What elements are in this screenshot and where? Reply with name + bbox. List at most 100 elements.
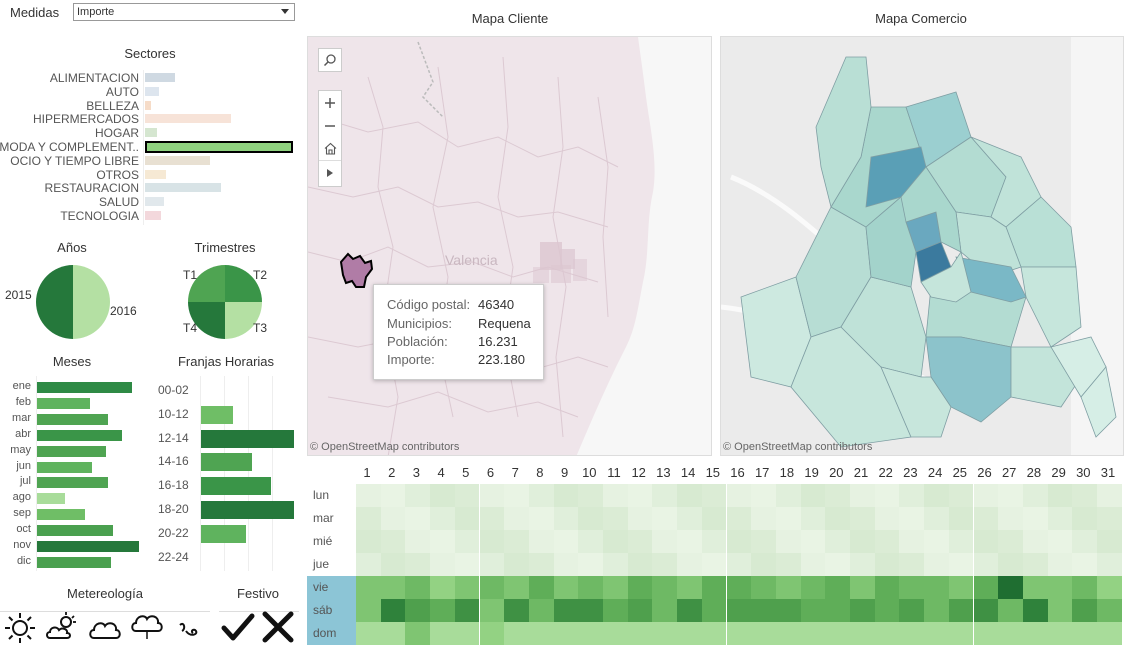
mes-label[interactable]: jun xyxy=(16,459,31,472)
franja-label[interactable]: 14-16 xyxy=(158,454,189,469)
heatmap-cell[interactable] xyxy=(504,622,529,645)
heatmap-day-header[interactable]: 13 xyxy=(656,465,671,480)
heatmap-cell[interactable] xyxy=(775,599,801,622)
franja-bar[interactable] xyxy=(201,429,294,448)
heatmap-cell[interactable] xyxy=(825,553,850,576)
heatmap-cell[interactable] xyxy=(479,576,505,599)
heatmap-cell[interactable] xyxy=(701,576,727,599)
home-button[interactable] xyxy=(319,137,341,160)
heatmap-cell[interactable] xyxy=(825,484,850,507)
heatmap-cell[interactable] xyxy=(850,530,875,553)
heatmap-day-header[interactable]: 29 xyxy=(1051,465,1066,480)
franja-label[interactable]: 22-24 xyxy=(158,549,189,564)
heatmap-cell[interactable] xyxy=(553,484,579,507)
heatmap-cell[interactable] xyxy=(800,622,826,645)
heatmap-cell[interactable] xyxy=(800,530,826,553)
heatmap-cell[interactable] xyxy=(528,599,554,622)
heatmap-day-header[interactable]: 15 xyxy=(705,465,721,480)
heatmap-cell[interactable] xyxy=(603,484,628,507)
heatmap-cell[interactable] xyxy=(800,484,826,507)
heatmap-cell[interactable] xyxy=(380,484,406,507)
cross-icon[interactable] xyxy=(261,611,295,643)
trimestres-pie[interactable] xyxy=(188,265,262,339)
mes-bar[interactable] xyxy=(37,493,65,505)
sector-bar[interactable] xyxy=(145,114,231,124)
heatmap-cell[interactable] xyxy=(652,530,678,553)
heatmap-day-header[interactable]: 12 xyxy=(631,465,646,480)
heatmap-cell[interactable] xyxy=(924,622,949,645)
heatmap-cell[interactable] xyxy=(948,599,974,622)
sector-label[interactable]: OCIO Y TIEMPO LIBRE xyxy=(10,153,139,168)
selected-municipality-requena[interactable] xyxy=(339,252,374,288)
heatmap-cell[interactable] xyxy=(479,622,505,645)
heatmap-cell[interactable] xyxy=(380,599,406,622)
sector-bar[interactable] xyxy=(145,73,175,82)
heatmap-cell[interactable] xyxy=(924,553,949,576)
mes-label[interactable]: feb xyxy=(15,395,31,408)
heatmap-cell[interactable] xyxy=(430,599,455,622)
heatmap-day-header[interactable]: 21 xyxy=(853,465,869,480)
heatmap-day-header[interactable]: 18 xyxy=(779,465,795,480)
anos-pie[interactable] xyxy=(36,265,110,339)
mes-label[interactable]: ago xyxy=(12,491,31,504)
franja-label[interactable]: 12-14 xyxy=(158,430,189,445)
heatmap-cell[interactable] xyxy=(1097,599,1122,622)
heatmap-cell[interactable] xyxy=(701,622,727,645)
heatmap-cell[interactable] xyxy=(430,530,455,553)
heatmap-cell[interactable] xyxy=(405,553,431,576)
sun-icon[interactable] xyxy=(3,611,37,643)
sector-label[interactable]: ALIMENTACION xyxy=(49,71,139,85)
heatmap-cell[interactable] xyxy=(726,622,752,645)
heatmap-cell[interactable] xyxy=(1072,530,1097,553)
heatmap-cell[interactable] xyxy=(1097,553,1122,576)
heatmap-cell[interactable] xyxy=(652,553,678,576)
heatmap-cell[interactable] xyxy=(454,553,480,576)
heatmap-cell[interactable] xyxy=(1022,576,1048,599)
heatmap-cell[interactable] xyxy=(775,507,801,530)
mes-bar[interactable] xyxy=(37,429,122,441)
zoom-out-button[interactable] xyxy=(319,114,341,137)
mes-label[interactable]: ene xyxy=(12,380,31,392)
mes-bar[interactable] xyxy=(37,461,92,473)
heatmap-day-header[interactable]: 1 xyxy=(363,465,371,480)
chevron-down-icon[interactable] xyxy=(281,9,289,14)
heatmap-cell[interactable] xyxy=(528,622,554,645)
heatmap-cell[interactable] xyxy=(973,599,999,622)
heatmap-cell[interactable] xyxy=(405,507,431,530)
heatmap-cell[interactable] xyxy=(775,553,801,576)
heatmap-cell[interactable] xyxy=(430,576,455,599)
sector-bar[interactable] xyxy=(145,197,164,207)
heatmap-cell[interactable] xyxy=(430,484,455,507)
heatmap-cell[interactable] xyxy=(1097,484,1122,507)
heatmap-cell[interactable] xyxy=(998,553,1023,576)
heatmap-day-header[interactable]: 9 xyxy=(560,465,569,480)
rain-icon[interactable] xyxy=(130,611,164,643)
heatmap-cell[interactable] xyxy=(701,484,727,507)
franja-label[interactable]: 00-02 xyxy=(158,383,189,397)
heatmap-cell[interactable] xyxy=(553,553,579,576)
sector-bar[interactable] xyxy=(145,169,166,179)
mes-label[interactable]: may xyxy=(10,443,31,456)
cloud-icon[interactable] xyxy=(88,611,122,643)
heatmap-cell[interactable] xyxy=(553,576,579,599)
pie-slice-t3[interactable] xyxy=(225,302,262,339)
heatmap-cell[interactable] xyxy=(1072,507,1097,530)
heatmap-cell[interactable] xyxy=(726,530,752,553)
heatmap-cell[interactable] xyxy=(874,484,900,507)
heatmap-cell[interactable] xyxy=(948,530,974,553)
sector-bar[interactable] xyxy=(145,141,293,153)
mes-label[interactable]: sep xyxy=(13,507,31,520)
pie-slice-t1[interactable] xyxy=(188,265,225,302)
heatmap-cell[interactable] xyxy=(504,530,529,553)
heatmap-cell[interactable] xyxy=(479,599,505,622)
mes-bar[interactable] xyxy=(37,509,85,521)
franja-label[interactable]: 18-20 xyxy=(158,502,189,516)
heatmap-cell[interactable] xyxy=(899,507,925,530)
heatmap-cell[interactable] xyxy=(1022,530,1048,553)
sector-label[interactable]: AUTO xyxy=(105,84,139,99)
heatmap-cell[interactable] xyxy=(874,507,900,530)
heatmap-cell[interactable] xyxy=(998,576,1023,599)
heatmap-cell[interactable] xyxy=(726,553,752,576)
wind-icon[interactable] xyxy=(172,611,206,643)
heatmap-cell[interactable] xyxy=(356,530,381,553)
